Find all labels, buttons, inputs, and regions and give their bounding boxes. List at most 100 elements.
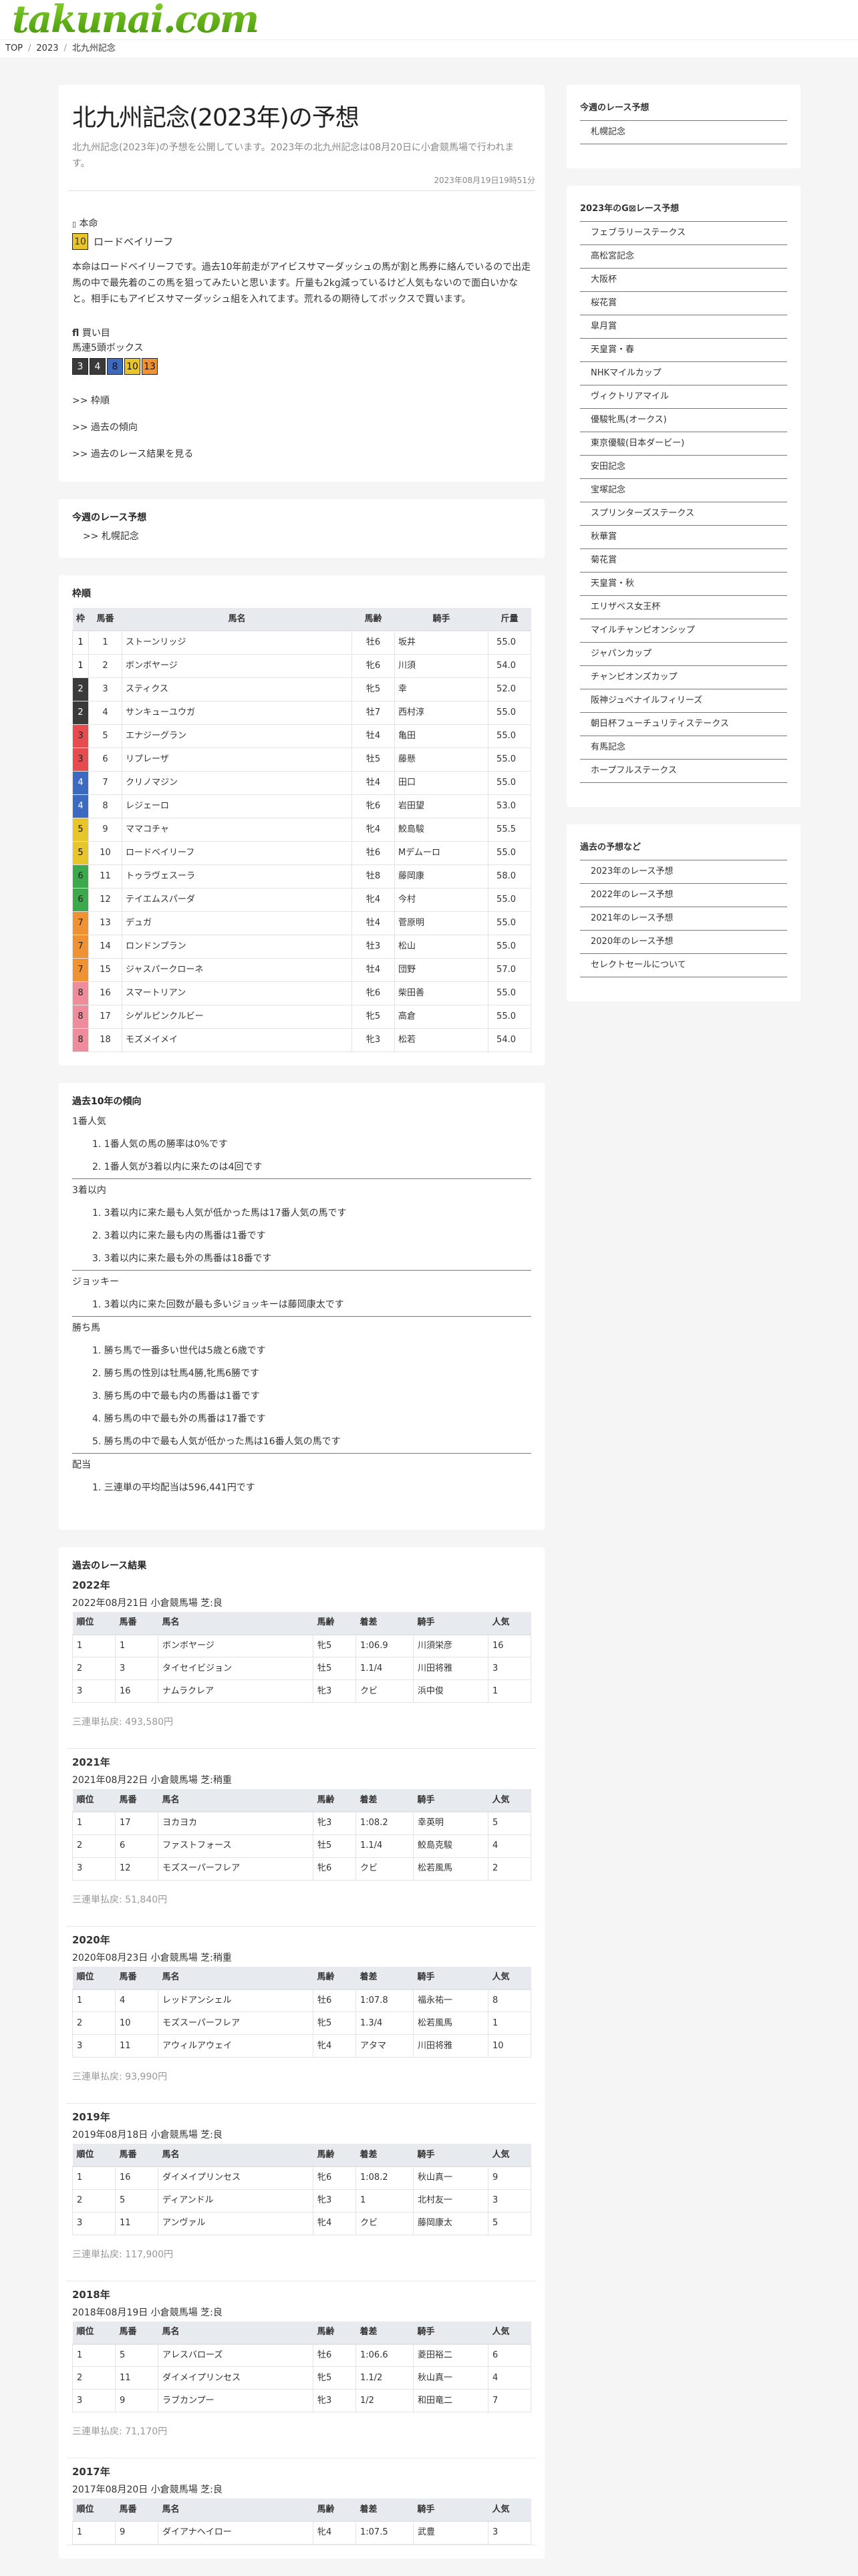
sidebar-item[interactable]: 菊花賞 bbox=[580, 549, 787, 573]
link-past-results[interactable]: >> 過去のレース結果を見る bbox=[72, 449, 194, 460]
column-header: 順位 bbox=[72, 1789, 116, 1812]
table-row: 7 14 ロンドンプラン 牡3 松山 55.0 bbox=[72, 934, 531, 959]
weight: 52.0 bbox=[488, 677, 531, 701]
table-row: 2 3 タイセイビジョン 牡5 1.1/4 川田将雅 3 bbox=[72, 1657, 531, 1680]
horse-name[interactable]: トゥラヴェスーラ bbox=[122, 864, 352, 889]
sidebar-item[interactable]: 東京優駿(日本ダービー) bbox=[580, 432, 787, 456]
sidebar-item[interactable]: スプリンターズステークス bbox=[580, 502, 787, 526]
horse-name[interactable]: リプレーザ bbox=[122, 747, 352, 772]
rank: 3 bbox=[72, 2034, 116, 2058]
result-block: 2020年 2020年08月23日 小倉競馬場 芝:稍重 順位 馬番 馬名 馬齢 着差 騎手人… bbox=[67, 1933, 537, 2104]
result-race-info: 2020年08月23日 小倉競馬場 芝:稍重 bbox=[72, 1952, 232, 1963]
horse-age: 牡8 bbox=[351, 864, 395, 889]
table-header-row: 順位 馬番 馬名 馬齢 着差 騎手 人気 bbox=[72, 2144, 531, 2167]
column-header: 馬名 bbox=[158, 1966, 313, 1990]
link-waku[interactable]: >> 枠順 bbox=[72, 395, 110, 406]
sidebar-item[interactable]: チャンピオンズカップ bbox=[580, 666, 787, 689]
trend-group-label: 勝ち馬 bbox=[72, 1322, 100, 1333]
horse-name[interactable]: スマートリアン bbox=[122, 981, 352, 1005]
horse-name[interactable]: ロンドンプラン bbox=[122, 934, 352, 959]
horse-name[interactable]: クリノマジン bbox=[122, 770, 352, 795]
link-trends[interactable]: >> 過去の傾向 bbox=[72, 422, 138, 433]
frame-cell: 5 bbox=[72, 817, 89, 842]
result-year: 2017年 bbox=[72, 2466, 110, 2478]
horse-name[interactable]: レジェーロ bbox=[122, 794, 352, 818]
horse-number: 16 bbox=[115, 1679, 158, 1703]
horse-age: 牡4 bbox=[351, 723, 395, 748]
weight: 55.0 bbox=[488, 887, 531, 912]
weight: 55.0 bbox=[488, 840, 531, 865]
weight: 54.0 bbox=[488, 653, 531, 678]
horse-name[interactable]: ママコチャ bbox=[122, 817, 352, 842]
sidebar-item[interactable]: 高松宮記念 bbox=[580, 245, 787, 269]
sidebar-g1: 2023年のG⊠レース予想 フェブラリーステークス 高松宮記念 大阪杯 桜花賞 皐月賞天… bbox=[567, 186, 801, 807]
sidebar-item[interactable]: 優駿牝馬(オークス) bbox=[580, 409, 787, 432]
weekly-link[interactable]: >> 札幌記念 bbox=[83, 531, 139, 542]
horse-name[interactable]: シゲルピンクルビー bbox=[122, 1004, 352, 1029]
horse-name[interactable]: ストーンリッジ bbox=[122, 630, 352, 655]
result-race-info: 2019年08月18日 小倉競馬場 芝:良 bbox=[72, 2130, 223, 2140]
horse-age: 牡5 bbox=[313, 1834, 356, 1858]
sidebar-item[interactable]: 桜花賞 bbox=[580, 292, 787, 315]
sidebar-item[interactable]: エリザベス女王杯 bbox=[580, 596, 787, 619]
breadcrumb-year[interactable]: 2023 bbox=[36, 43, 59, 53]
horse-name[interactable]: ロードベイリーフ bbox=[122, 840, 352, 865]
weight: 55.0 bbox=[488, 770, 531, 795]
sidebar-item[interactable]: 2022年のレース予想 bbox=[580, 884, 787, 907]
column-header: 馬番 bbox=[115, 2499, 158, 2522]
jockey: 武豊 bbox=[413, 2521, 488, 2545]
sidebar-item[interactable]: セレクトセールについて bbox=[580, 954, 787, 977]
horse-name[interactable]: テイエムスパーダ bbox=[122, 887, 352, 912]
sidebar-item[interactable]: 2023年のレース予想 bbox=[580, 860, 787, 884]
sidebar-item[interactable]: ホープフルステークス bbox=[580, 760, 787, 783]
bet-number: 8 bbox=[107, 358, 123, 375]
horse-name[interactable]: ボンボヤージ bbox=[122, 653, 352, 678]
sidebar-item[interactable]: 宝塚記念 bbox=[580, 479, 787, 502]
site-logo[interactable]: takunai.com bbox=[12, 0, 259, 43]
horse-name[interactable]: スティクス bbox=[122, 677, 352, 701]
breadcrumb: TOP / 2023 / 北九州記念 bbox=[0, 40, 858, 57]
table-row: 1 1 ストーンリッジ 牡6 坂井 55.0 bbox=[72, 630, 531, 655]
table-row: 1 17 ヨカヨカ 牝3 1:08.2 幸英明 5 bbox=[72, 1811, 531, 1835]
horse-name[interactable]: ジャスパークローネ bbox=[122, 957, 352, 982]
sidebar-item[interactable]: 大阪杯 bbox=[580, 269, 787, 292]
horse-number: 5 bbox=[115, 2189, 158, 2213]
sidebar-item[interactable]: ジャパンカップ bbox=[580, 643, 787, 666]
sidebar-item[interactable]: ヴィクトリアマイル bbox=[580, 385, 787, 409]
horse-number: 10 bbox=[115, 2011, 158, 2035]
horse-name: ダイメイプリンセス bbox=[158, 2166, 313, 2190]
result-year: 2020年 bbox=[72, 1933, 110, 1946]
horse-age: 牝6 bbox=[351, 794, 395, 818]
sidebar-item[interactable]: 2020年のレース予想 bbox=[580, 931, 787, 954]
sidebar-item[interactable]: 天皇賞・春 bbox=[580, 339, 787, 362]
sidebar-item[interactable]: 有馬記念 bbox=[580, 736, 787, 760]
table-row: 1 2 ボンボヤージ 牝6 川須 54.0 bbox=[72, 653, 531, 678]
horse-name[interactable]: サンキューユウガ bbox=[122, 700, 352, 725]
sidebar-item[interactable]: マイルチャンピオンシップ bbox=[580, 619, 787, 643]
breadcrumb-top[interactable]: TOP bbox=[5, 43, 23, 53]
honmei-label: 本命 bbox=[79, 218, 98, 229]
star-icon: ▯ bbox=[72, 220, 77, 228]
result-race-info: 2021年08月22日 小倉競馬場 芝:稍重 bbox=[72, 1775, 232, 1786]
horse-age: 牡4 bbox=[351, 911, 395, 935]
horse-name[interactable]: デュガ bbox=[122, 911, 352, 935]
horse-age: 牡6 bbox=[351, 630, 395, 655]
horse-name[interactable]: エナジーグラン bbox=[122, 723, 352, 748]
table-row: 7 15 ジャスパークローネ 牡4 団野 57.0 bbox=[72, 957, 531, 982]
sidebar-item[interactable]: 札幌記念 bbox=[580, 121, 787, 144]
sidebar-item[interactable]: 2021年のレース予想 bbox=[580, 907, 787, 931]
sidebar-item[interactable]: 天皇賞・秋 bbox=[580, 573, 787, 596]
table-row: 8 17 シゲルピンクルビー 牝5 高倉 55.0 bbox=[72, 1004, 531, 1029]
sidebar-item[interactable]: フェブラリーステークス bbox=[580, 222, 787, 245]
horse-name[interactable]: モズメイメイ bbox=[122, 1027, 352, 1052]
frame-cell: 7 bbox=[72, 957, 89, 982]
sidebar-item[interactable]: 皐月賞 bbox=[580, 315, 787, 339]
bet-type: 馬連5頭ボックス bbox=[72, 343, 144, 353]
sidebar-item[interactable]: 秋華賞 bbox=[580, 526, 787, 549]
jockey: 田口 bbox=[394, 770, 488, 795]
sidebar-item[interactable]: 阪神ジュベナイルフィリーズ bbox=[580, 689, 787, 713]
margin: 1.1/2 bbox=[355, 2366, 414, 2390]
sidebar-item[interactable]: 安田記念 bbox=[580, 456, 787, 479]
sidebar-item[interactable]: NHKマイルカップ bbox=[580, 362, 787, 385]
sidebar-item[interactable]: 朝日杯フューチュリティステークス bbox=[580, 713, 787, 736]
